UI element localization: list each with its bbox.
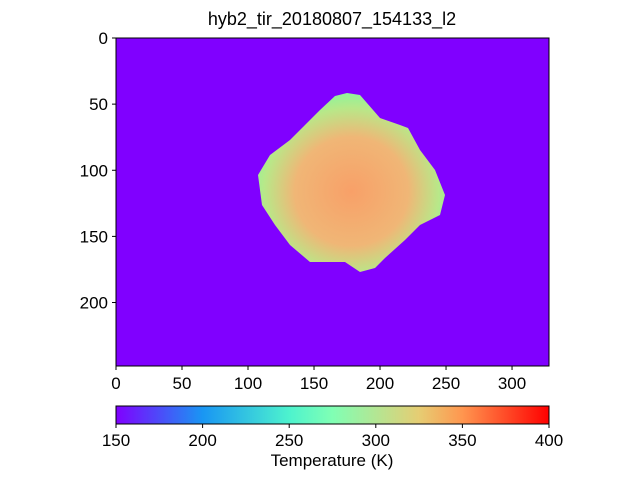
colorbar-tick-label: 400 [535, 431, 563, 450]
x-tick-label: 50 [173, 374, 192, 393]
colorbar [115, 405, 550, 425]
colorbar-tick-label: 250 [275, 431, 303, 450]
y-tick-label: 200 [80, 294, 108, 313]
axes-frame [115, 37, 550, 367]
x-tick-label: 150 [300, 374, 328, 393]
x-tick-label: 100 [234, 374, 262, 393]
y-tick-label: 150 [80, 227, 108, 246]
x-tick-label: 200 [366, 374, 394, 393]
colorbar-tick-label: 300 [362, 431, 390, 450]
colorbar-tick-label: 200 [188, 431, 216, 450]
y-tick-label: 100 [80, 161, 108, 180]
y-tick-label: 50 [89, 95, 108, 114]
chart-title: hyb2_tir_20180807_154133_l2 [208, 9, 456, 30]
x-tick-label: 300 [498, 374, 526, 393]
colorbar-tick-label: 350 [448, 431, 476, 450]
x-tick-label: 0 [111, 374, 120, 393]
colorbar-label: Temperature (K) [271, 451, 394, 470]
x-tick-label: 250 [432, 374, 460, 393]
colorbar-tick-label: 150 [102, 431, 130, 450]
y-tick-label: 0 [99, 29, 108, 48]
asteroid [258, 93, 445, 272]
